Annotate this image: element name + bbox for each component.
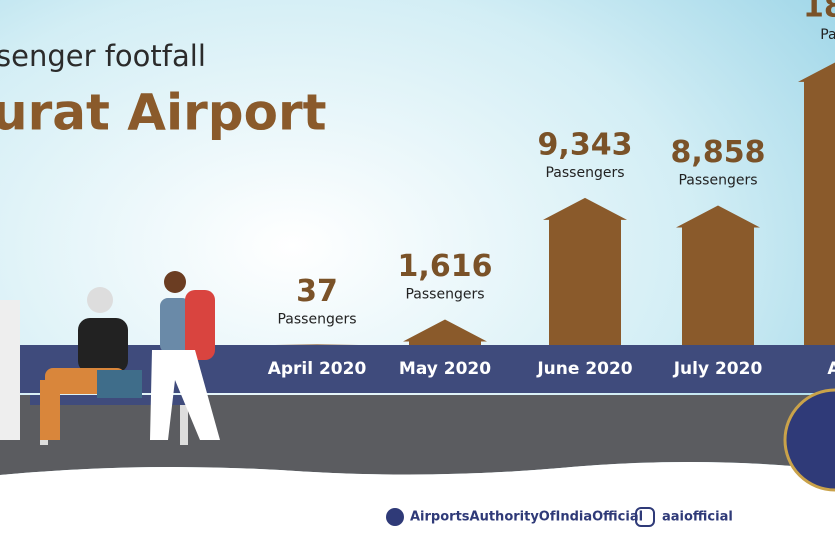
facebook-icon — [386, 508, 404, 526]
x-tick-label: Au — [827, 359, 835, 379]
value-label: 8,858 — [671, 135, 766, 170]
value-unit: Passengers — [545, 165, 624, 181]
value-unit: Passengers — [405, 287, 484, 303]
bar — [676, 205, 760, 345]
title: senger footfall — [0, 39, 206, 73]
seal — [783, 388, 835, 492]
value-unit: Passengers — [678, 172, 757, 188]
x-tick-label: July 2020 — [673, 359, 763, 379]
facebook-handle: AirportsAuthorityOfIndiaOfficial — [410, 510, 643, 525]
footer-bg — [0, 461, 835, 547]
x-tick-label: June 2020 — [536, 359, 632, 379]
value-label: 37 — [296, 274, 338, 309]
value-label: 18,1 — [803, 0, 835, 24]
value-label: 9,343 — [538, 127, 633, 162]
instagram-icon — [635, 507, 655, 527]
footer-links: AirportsAuthorityOfIndiaOfficial aaioffi… — [386, 507, 733, 527]
value-unit: Passengers — [277, 311, 356, 327]
bar — [798, 62, 835, 345]
value-label: 1,616 — [398, 249, 493, 284]
value-unit: Passe — [820, 27, 835, 43]
bar — [543, 197, 627, 345]
x-tick-label: April 2020 — [268, 359, 367, 379]
x-tick-label: May 2020 — [399, 359, 491, 379]
subtitle: urat Airport — [0, 84, 327, 142]
people-illustration — [0, 271, 220, 445]
bar — [403, 319, 487, 345]
instagram-handle: aaiofficial — [662, 510, 733, 525]
bar — [275, 344, 359, 345]
